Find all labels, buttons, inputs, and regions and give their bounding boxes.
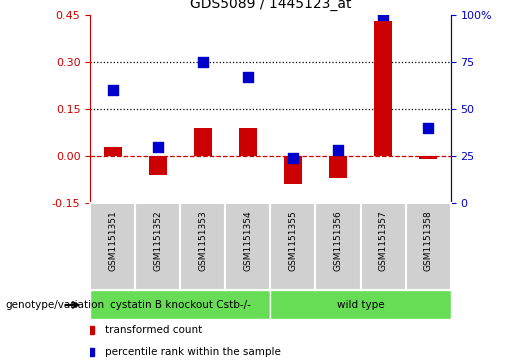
Title: GDS5089 / 1445123_at: GDS5089 / 1445123_at	[190, 0, 351, 11]
Text: percentile rank within the sample: percentile rank within the sample	[105, 347, 281, 357]
Bar	[180, 203, 226, 290]
Text: GSM1151357: GSM1151357	[379, 210, 387, 271]
Text: wild type: wild type	[337, 300, 384, 310]
Point	[289, 155, 297, 161]
Text: GSM1151351: GSM1151351	[108, 210, 117, 271]
Point	[379, 12, 387, 17]
Bar	[374, 21, 392, 156]
Point	[424, 125, 432, 131]
Bar	[90, 290, 270, 319]
Bar	[90, 203, 135, 290]
Bar	[194, 128, 212, 156]
Bar	[284, 156, 302, 184]
Bar	[226, 203, 270, 290]
Bar	[315, 203, 360, 290]
Bar	[135, 203, 180, 290]
Text: transformed count: transformed count	[105, 325, 202, 335]
Point	[334, 147, 342, 153]
Bar	[360, 203, 406, 290]
Text: GSM1151354: GSM1151354	[244, 210, 252, 271]
Bar	[419, 156, 437, 159]
Point	[153, 144, 162, 150]
Bar	[270, 203, 315, 290]
Bar	[270, 290, 451, 319]
Text: genotype/variation: genotype/variation	[5, 300, 104, 310]
Text: cystatin B knockout Cstb-/-: cystatin B knockout Cstb-/-	[110, 300, 251, 310]
Bar	[329, 156, 347, 178]
Text: GSM1151358: GSM1151358	[424, 210, 433, 271]
Text: GSM1151352: GSM1151352	[153, 210, 162, 271]
Text: GSM1151355: GSM1151355	[288, 210, 297, 271]
Bar	[239, 128, 257, 156]
Bar	[406, 203, 451, 290]
Point	[109, 87, 117, 93]
Point	[244, 74, 252, 80]
Text: GSM1151356: GSM1151356	[334, 210, 342, 271]
Text: GSM1151353: GSM1151353	[198, 210, 207, 271]
Bar	[149, 156, 167, 175]
Bar	[104, 147, 122, 156]
Point	[199, 59, 207, 65]
